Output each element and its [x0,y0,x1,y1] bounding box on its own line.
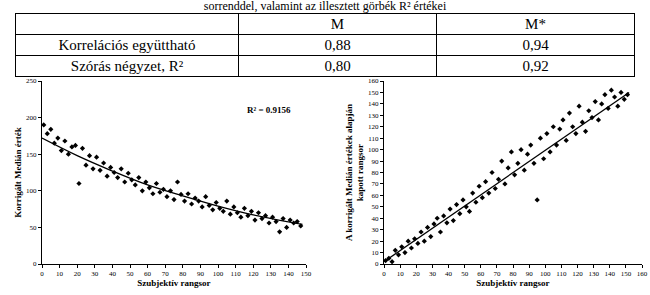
svg-text:200: 200 [26,114,37,122]
svg-text:Korrigált Medián érték: Korrigált Medián érték [13,127,23,217]
svg-text:140: 140 [283,270,294,278]
svg-text:70: 70 [493,270,501,278]
html-text:0,80: 0,80 [324,57,351,74]
svg-text:110: 110 [230,270,241,278]
svg-text:120: 120 [368,123,379,131]
svg-text:10: 10 [56,270,64,278]
svg-text:150: 150 [26,151,37,159]
svg-text:10: 10 [397,270,405,278]
svg-text:80: 80 [179,270,187,278]
svg-text:110: 110 [368,135,379,143]
svg-text:0: 0 [375,260,379,268]
svg-text:Szubjektív rangsor: Szubjektív rangsor [137,278,210,288]
svg-text:30: 30 [429,270,437,278]
svg-text:50: 50 [30,224,38,232]
svg-text:160: 160 [368,77,379,85]
svg-text:90: 90 [526,270,534,278]
svg-text:70: 70 [372,180,380,188]
html-text:0,92: 0,92 [522,57,549,74]
svg-text:130: 130 [588,270,599,278]
html-text:0,94: 0,94 [522,36,549,53]
svg-text:30: 30 [372,226,380,234]
html-text:M*: M* [525,15,546,32]
svg-text:90: 90 [372,158,380,166]
svg-text:10: 10 [372,249,380,257]
svg-text:0: 0 [33,260,37,268]
svg-text:30: 30 [91,270,99,278]
svg-text:250: 250 [26,77,37,85]
svg-text:70: 70 [162,270,170,278]
svg-text:20: 20 [372,238,380,246]
svg-text:100: 100 [368,146,379,154]
svg-text:160: 160 [637,270,648,278]
svg-text:150: 150 [301,270,312,278]
svg-text:140: 140 [368,100,379,108]
svg-text:40: 40 [372,215,380,223]
svg-text:100: 100 [26,187,37,195]
svg-text:60: 60 [144,270,152,278]
svg-text:40: 40 [109,270,117,278]
svg-text:60: 60 [477,270,485,278]
svg-text:130: 130 [368,112,379,120]
svg-text:130: 130 [266,270,277,278]
svg-text:120: 120 [248,270,259,278]
svg-text:60: 60 [372,192,380,200]
html-text:0,88: 0,88 [324,36,351,53]
svg-text:150: 150 [368,89,379,97]
svg-text:R² = 0.9156: R² = 0.9156 [247,105,291,115]
html-text:sorrenddel, valamint az illesz: sorrenddel, valamint az illesztett görbé… [203,0,447,13]
svg-text:150: 150 [621,270,632,278]
svg-text:120: 120 [572,270,583,278]
svg-text:140: 140 [605,270,616,278]
svg-text:0: 0 [382,270,386,278]
svg-text:50: 50 [127,270,135,278]
svg-text:90: 90 [197,270,205,278]
svg-text:100: 100 [540,270,551,278]
svg-text:Szubjektív rangsor: Szubjektív rangsor [476,278,549,288]
html-text:Korrelációs együttható: Korrelációs együttható [58,36,196,53]
svg-text:50: 50 [461,270,469,278]
svg-text:80: 80 [510,270,518,278]
html-text:Szórás négyzet, R²: Szórás négyzet, R² [70,57,184,74]
svg-text:20: 20 [413,270,421,278]
svg-text:A korrigált Medián értékek ala: A korrigált Medián értékek alapjánkapott… [344,104,366,241]
svg-text:50: 50 [372,203,380,211]
svg-text:20: 20 [74,270,82,278]
svg-text:80: 80 [372,169,380,177]
svg-text:100: 100 [213,270,224,278]
html-text:M: M [330,15,345,32]
svg-text:110: 110 [556,270,567,278]
svg-text:0: 0 [40,270,44,278]
svg-text:40: 40 [445,270,453,278]
